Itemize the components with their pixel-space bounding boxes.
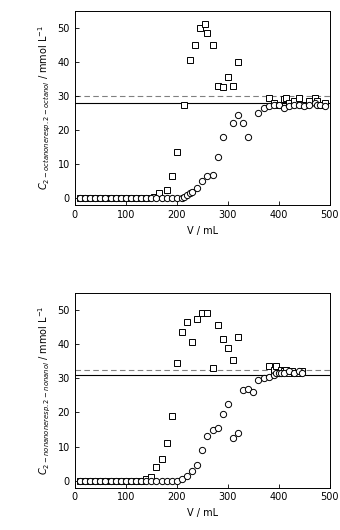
X-axis label: V / mL: V / mL bbox=[187, 226, 218, 236]
X-axis label: V / mL: V / mL bbox=[187, 508, 218, 518]
Y-axis label: $\it{C}_{2-octanone resp. 2-octanol}$ / mmol L$^{-1}$: $\it{C}_{2-octanone resp. 2-octanol}$ / … bbox=[37, 25, 53, 190]
Y-axis label: $\it{C}_{2-nonanone resp. 2-nonanol}$ / mmol L$^{-1}$: $\it{C}_{2-nonanone resp. 2-nonanol}$ / … bbox=[37, 305, 53, 475]
